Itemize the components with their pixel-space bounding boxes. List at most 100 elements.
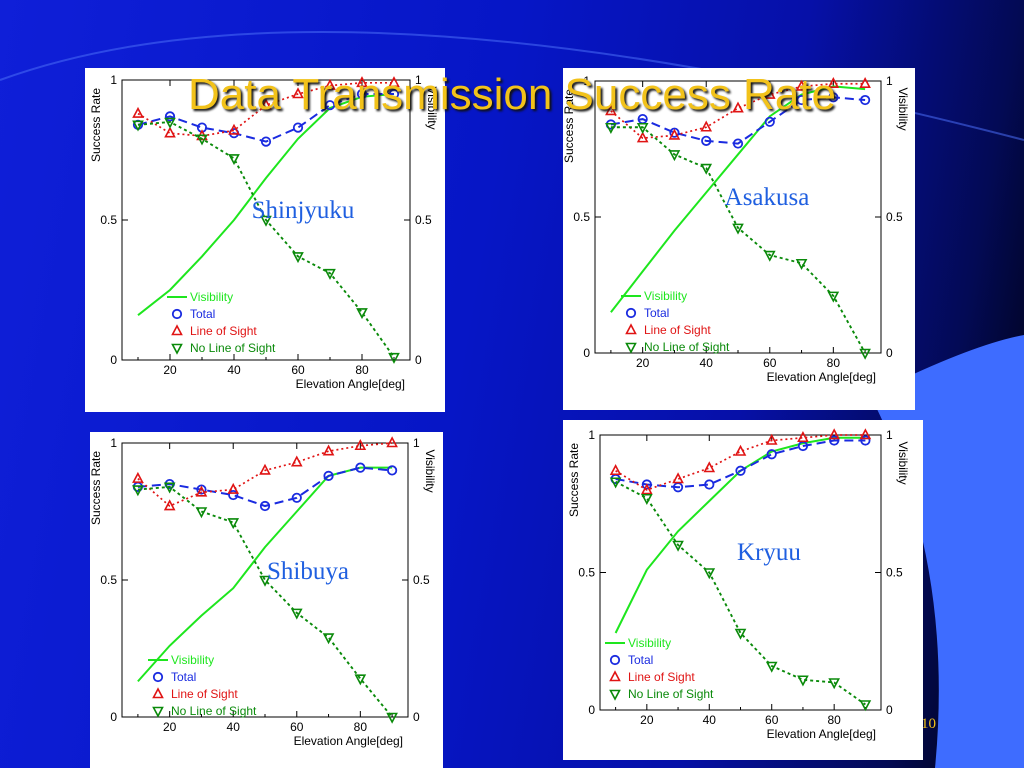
data-point-line-of-sight	[797, 431, 809, 443]
x-tick-label: 60	[763, 356, 777, 370]
data-point-line-of-sight	[700, 120, 713, 132]
data-point-no-line-of-sight	[196, 134, 208, 146]
y-right-tick-label: 0.5	[886, 210, 903, 224]
data-point-no-line-of-sight	[732, 223, 744, 235]
y-axis-label: Success Rate	[90, 451, 103, 525]
data-point-total	[260, 136, 272, 147]
data-point-no-line-of-sight	[827, 291, 840, 303]
data-point-no-line-of-sight	[164, 117, 176, 129]
y-tick-label: 0	[110, 353, 117, 367]
y-right-tick-label: 1	[886, 428, 893, 442]
x-tick-label: 20	[636, 356, 650, 370]
legend-label: No Line of Sight	[171, 704, 257, 718]
location-label: Shinjyuku	[252, 197, 355, 224]
data-point-no-line-of-sight	[195, 507, 208, 519]
data-point-line-of-sight	[292, 87, 304, 99]
x-tick-label: 20	[640, 713, 654, 727]
legend-label: Line of Sight	[171, 687, 238, 701]
data-point-line-of-sight	[356, 76, 368, 88]
chart-panel-shibuya: 20 40 60 80 0 0.5 1 0 0.5 1 Elevation Angle[deg] Su…	[90, 432, 443, 768]
data-point-total	[669, 127, 680, 138]
y-tick-label: 0	[110, 710, 117, 724]
data-point-total	[829, 435, 840, 446]
data-point-total	[701, 135, 712, 146]
data-point-no-line-of-sight	[324, 268, 336, 280]
location-label: Kryuu	[737, 539, 801, 566]
data-point-total	[860, 94, 871, 106]
data-point-no-line-of-sight	[228, 154, 240, 166]
x-axis-label: Elevation Angle[deg]	[296, 377, 405, 391]
y-tick-label: 1	[588, 428, 595, 442]
x-tick-label: 80	[355, 363, 369, 377]
x-tick-label: 20	[163, 363, 177, 377]
data-point-no-line-of-sight	[641, 493, 653, 505]
data-point-no-line-of-sight	[260, 215, 272, 227]
y-right-tick-label: 0	[415, 353, 422, 367]
y-tick-label: 0.5	[578, 566, 595, 580]
x-tick-label: 40	[227, 363, 241, 377]
series-line-line-of-sight	[137, 442, 393, 508]
data-point-line-of-sight	[132, 471, 144, 483]
y-right-axis-label: Visibility	[425, 86, 439, 129]
legend-label: Total	[190, 307, 215, 321]
legend-marker	[152, 687, 164, 699]
x-tick-label: 80	[827, 356, 841, 370]
data-point-line-of-sight	[163, 499, 176, 511]
data-point-line-of-sight	[763, 87, 776, 99]
x-axis-label: Elevation Angle[deg]	[767, 727, 876, 741]
data-point-total	[828, 92, 839, 103]
data-point-line-of-sight	[641, 483, 653, 495]
data-point-line-of-sight	[732, 101, 744, 113]
data-point-no-line-of-sight	[132, 120, 144, 132]
legend-marker	[152, 671, 164, 683]
data-point-no-line-of-sight	[290, 608, 303, 620]
location-label: Shibuya	[267, 558, 349, 585]
data-point-line-of-sight	[828, 428, 840, 440]
series-line-total	[137, 93, 394, 143]
series-line-visibility	[610, 85, 866, 313]
data-point-no-line-of-sight	[797, 675, 809, 687]
series-line-no-line-of-sight	[615, 480, 866, 706]
chart-panel-kryuu: 20 40 60 80 0 0.5 1 0 0.5 1 Elevation Angle[deg] Su…	[563, 420, 923, 760]
chart-panel-shinjyuku: 20 40 60 80 0 0.5 1 0 0.5 1 Elevation Angle[deg] Su…	[85, 68, 445, 412]
x-tick-label: 40	[703, 713, 717, 727]
data-point-no-line-of-sight	[386, 712, 398, 724]
legend-marker	[625, 307, 637, 319]
data-point-no-line-of-sight	[163, 482, 176, 494]
data-point-line-of-sight	[765, 433, 778, 445]
legend-marker	[171, 308, 183, 320]
y-right-tick-label: 0	[413, 710, 420, 724]
legend-label: No Line of Sight	[628, 687, 714, 701]
data-point-no-line-of-sight	[765, 661, 778, 673]
legend-marker	[625, 342, 637, 354]
data-point-line-of-sight	[388, 76, 400, 88]
data-point-line-of-sight	[227, 482, 240, 494]
data-point-total	[704, 479, 715, 490]
legend-label: Line of Sight	[628, 670, 695, 684]
data-point-line-of-sight	[386, 436, 398, 448]
data-point-total	[735, 465, 746, 476]
data-point-total	[228, 489, 239, 501]
data-point-total	[796, 94, 807, 106]
legend-marker	[171, 343, 183, 355]
data-point-line-of-sight	[668, 128, 681, 140]
data-point-no-line-of-sight	[734, 628, 747, 640]
y-tick-label: 0	[588, 703, 595, 717]
data-point-no-line-of-sight	[605, 122, 617, 134]
legend-label: Total	[628, 653, 653, 667]
y-right-axis-label: Visibility	[896, 441, 910, 484]
legend-label: Total	[644, 306, 669, 320]
data-point-total	[860, 435, 871, 446]
y-right-axis-label: Visibility	[896, 87, 910, 130]
data-point-no-line-of-sight	[859, 700, 872, 712]
data-point-line-of-sight	[795, 79, 808, 91]
x-tick-label: 60	[290, 720, 304, 734]
data-point-no-line-of-sight	[859, 348, 871, 360]
data-point-line-of-sight	[322, 444, 335, 456]
data-point-no-line-of-sight	[356, 308, 368, 320]
data-point-line-of-sight	[324, 78, 336, 90]
data-point-no-line-of-sight	[828, 678, 840, 690]
data-point-no-line-of-sight	[672, 540, 684, 552]
data-point-no-line-of-sight	[227, 518, 240, 530]
data-point-no-line-of-sight	[388, 352, 400, 364]
